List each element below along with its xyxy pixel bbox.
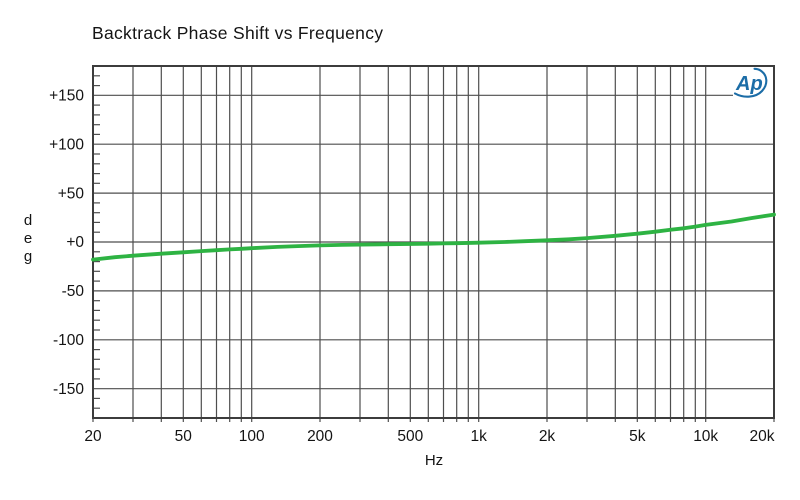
chart-title: Backtrack Phase Shift vs Frequency: [92, 23, 384, 43]
svg-text:-50: -50: [62, 283, 85, 300]
svg-text:+50: +50: [58, 185, 85, 202]
x-axis-label: Hz: [424, 452, 444, 469]
y-axis-label: d e g: [23, 212, 33, 265]
svg-text:+0: +0: [66, 234, 84, 251]
svg-text:500: 500: [397, 428, 423, 445]
svg-text:50: 50: [175, 428, 193, 445]
svg-text:1k: 1k: [471, 428, 488, 445]
svg-text:-100: -100: [53, 332, 84, 349]
svg-text:10k: 10k: [693, 428, 718, 445]
audio-precision-logo: Ap: [733, 67, 773, 99]
svg-text:5k: 5k: [629, 428, 646, 445]
svg-text:+150: +150: [49, 88, 84, 105]
logo-text: Ap: [735, 73, 763, 95]
svg-text:20: 20: [84, 428, 102, 445]
svg-text:100: 100: [239, 428, 265, 445]
svg-text:-150: -150: [53, 381, 84, 398]
svg-text:2k: 2k: [539, 428, 556, 445]
svg-text:200: 200: [307, 428, 333, 445]
svg-text:+100: +100: [49, 136, 84, 153]
logo-swoosh-icon: [733, 67, 768, 98]
svg-text:20k: 20k: [750, 428, 775, 445]
